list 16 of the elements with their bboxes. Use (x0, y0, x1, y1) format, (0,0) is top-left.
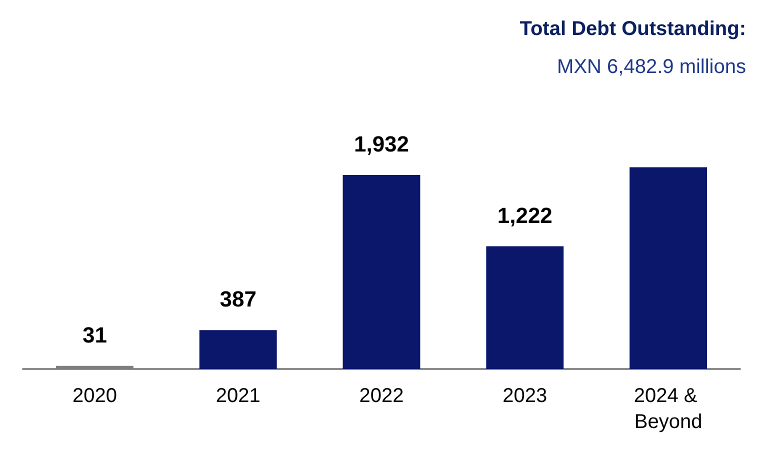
bar (199, 330, 277, 369)
bar (56, 366, 134, 369)
bar (630, 167, 708, 369)
data-label: 387 (220, 286, 256, 312)
x-tick-label: 2022 (359, 385, 404, 407)
data-label: 1,222 (497, 202, 552, 228)
x-tick-label: 2020 (72, 385, 117, 407)
x-tick-label: 2024 & Beyond (634, 385, 703, 433)
bar (342, 175, 420, 369)
x-tick-label: 2023 (502, 385, 548, 407)
data-label: 1,932 (354, 132, 410, 157)
bar (486, 246, 564, 369)
chart-subtitle: MXN 6,482.9 millions (557, 56, 746, 78)
data-label: 31 (82, 322, 107, 348)
chart-title: Total Debt Outstanding: (520, 18, 746, 40)
x-tick-label: 2021 (216, 385, 260, 407)
